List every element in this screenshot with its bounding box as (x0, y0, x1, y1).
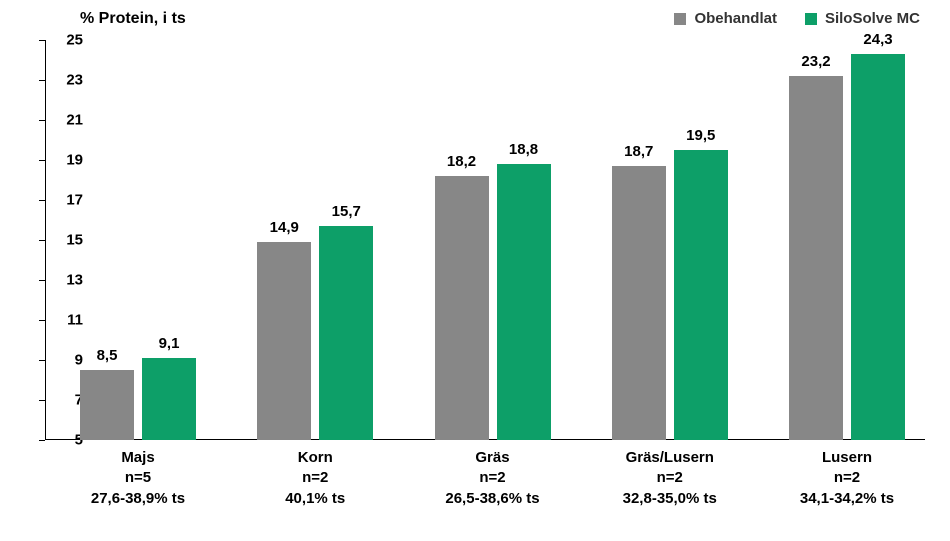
x-cat-n: n=5 (48, 468, 228, 488)
y-tick-label: 17 (45, 192, 83, 209)
y-tick-label: 21 (45, 112, 83, 129)
bar-value-label: 15,7 (332, 203, 361, 220)
plot-area: 5791113151719212325 8,59,114,915,718,218… (45, 40, 925, 440)
y-tick-label: 25 (45, 32, 83, 49)
bar-value-label: 23,2 (801, 53, 830, 70)
chart-title: % Protein, i ts (80, 10, 186, 28)
bar-value-label: 19,5 (686, 127, 715, 144)
y-tick-mark (39, 40, 45, 41)
y-tick-mark (39, 280, 45, 281)
y-tick-mark (39, 120, 45, 121)
y-tick-mark (39, 400, 45, 401)
y-tick-mark (39, 200, 45, 201)
bar-value-label: 14,9 (270, 219, 299, 236)
x-category-label: Lusernn=234,1-34,2% ts (757, 448, 937, 509)
legend-swatch-1 (805, 13, 817, 25)
y-tick-mark (39, 160, 45, 161)
bar-group: 18,719,5 (612, 150, 728, 440)
x-cat-ts: 40,1% ts (225, 489, 405, 509)
y-tick-mark (39, 440, 45, 441)
x-cat-name: Majs (48, 448, 228, 468)
y-tick-label: 13 (45, 272, 83, 289)
bar: 18,8 (497, 164, 551, 440)
x-cat-n: n=2 (580, 468, 760, 488)
y-tick-label: 5 (45, 432, 83, 449)
y-tick-mark (39, 360, 45, 361)
x-category-label: Gräsn=226,5-38,6% ts (403, 448, 583, 509)
legend-label-0: Obehandlat (694, 10, 777, 27)
x-cat-ts: 32,8-35,0% ts (580, 489, 760, 509)
x-cat-name: Lusern (757, 448, 937, 468)
bar: 14,9 (257, 242, 311, 440)
bar-value-label: 18,8 (509, 141, 538, 158)
bar-group: 14,915,7 (257, 226, 373, 440)
bar: 18,7 (612, 166, 666, 440)
x-cat-name: Korn (225, 448, 405, 468)
bar-value-label: 8,5 (97, 347, 118, 364)
x-cat-ts: 27,6-38,9% ts (48, 489, 228, 509)
bar: 15,7 (319, 226, 373, 440)
x-cat-name: Gräs (403, 448, 583, 468)
bar: 24,3 (851, 54, 905, 440)
bar: 19,5 (674, 150, 728, 440)
x-cat-n: n=2 (403, 468, 583, 488)
bar-value-label: 9,1 (159, 335, 180, 352)
bar: 8,5 (80, 370, 134, 440)
y-tick-label: 11 (45, 312, 83, 329)
legend-swatch-0 (674, 13, 686, 25)
y-tick-mark (39, 80, 45, 81)
bar-value-label: 18,2 (447, 153, 476, 170)
x-category-label: Gräs/Lusernn=232,8-35,0% ts (580, 448, 760, 509)
bar-value-label: 24,3 (863, 31, 892, 48)
legend: Obehandlat SiloSolve MC (674, 10, 920, 27)
bar: 18,2 (435, 176, 489, 440)
y-tick-label: 9 (45, 352, 83, 369)
y-tick-label: 7 (45, 392, 83, 409)
bar-group: 23,224,3 (789, 54, 905, 440)
x-category-label: Majsn=527,6-38,9% ts (48, 448, 228, 509)
bar-group: 18,218,8 (435, 164, 551, 440)
x-cat-n: n=2 (757, 468, 937, 488)
y-tick-mark (39, 320, 45, 321)
y-tick-label: 15 (45, 232, 83, 249)
y-tick-mark (39, 240, 45, 241)
bar: 23,2 (789, 76, 843, 440)
y-tick-label: 19 (45, 152, 83, 169)
x-cat-ts: 34,1-34,2% ts (757, 489, 937, 509)
y-tick-label: 23 (45, 72, 83, 89)
protein-chart: % Protein, i ts Obehandlat SiloSolve MC … (0, 0, 950, 541)
x-cat-name: Gräs/Lusern (580, 448, 760, 468)
bar-group: 8,59,1 (80, 358, 196, 440)
bar: 9,1 (142, 358, 196, 440)
x-category-label: Kornn=240,1% ts (225, 448, 405, 509)
legend-item-obehandlat: Obehandlat (674, 10, 777, 27)
x-cat-ts: 26,5-38,6% ts (403, 489, 583, 509)
legend-label-1: SiloSolve MC (825, 10, 920, 27)
x-axis-labels: Majsn=527,6-38,9% tsKornn=240,1% tsGräsn… (45, 448, 925, 528)
x-cat-n: n=2 (225, 468, 405, 488)
bar-value-label: 18,7 (624, 143, 653, 160)
legend-item-silosolve: SiloSolve MC (805, 10, 920, 27)
